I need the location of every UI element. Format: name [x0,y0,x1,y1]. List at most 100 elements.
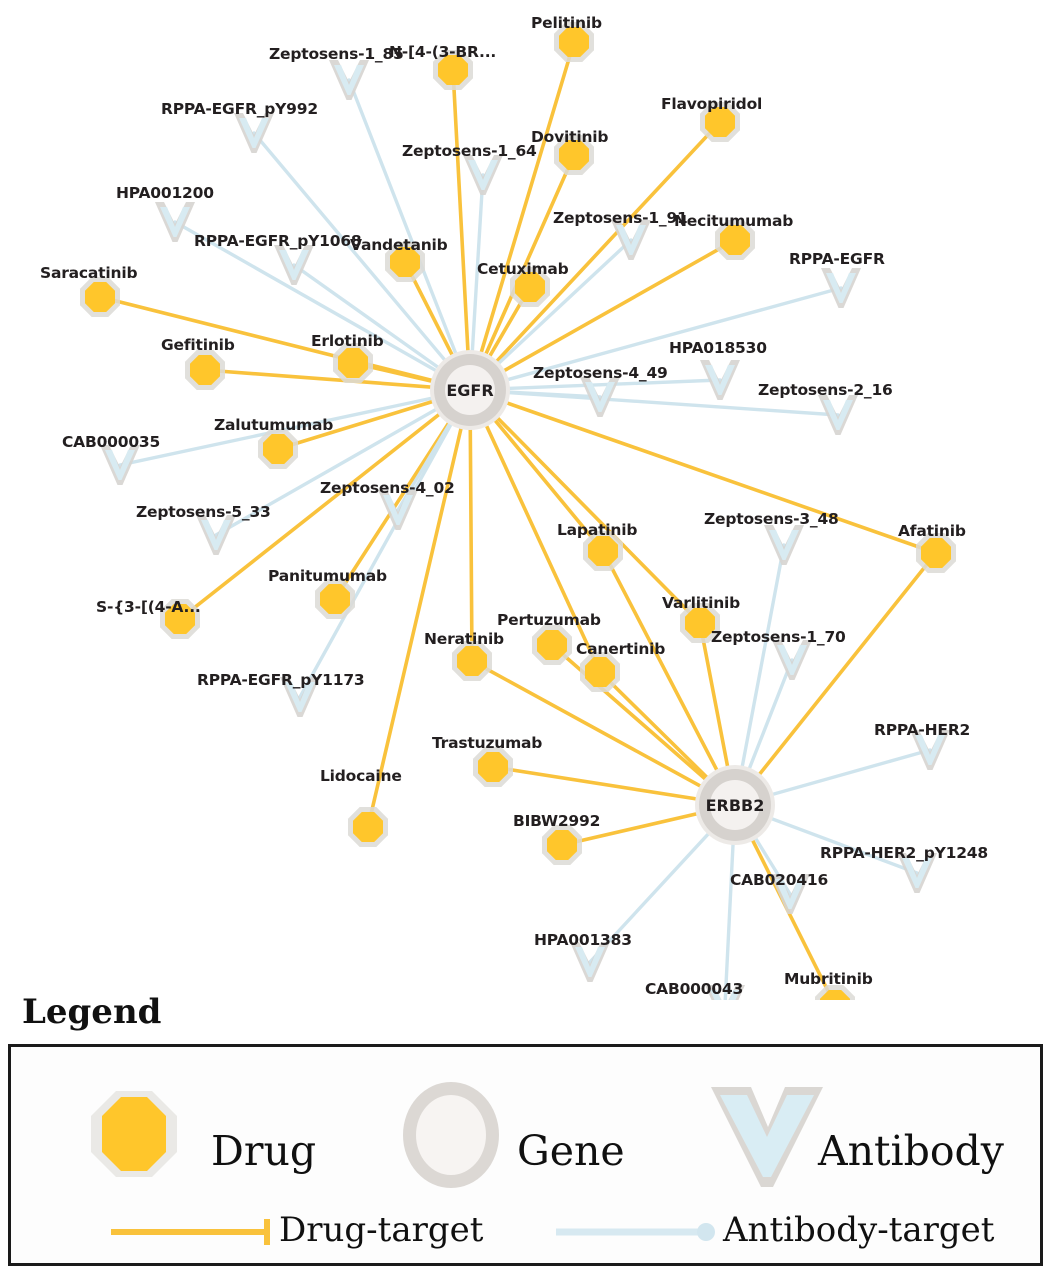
drug-node-shape [921,538,951,568]
antibody-node[interactable] [196,515,236,555]
drug-target-edge [468,416,474,663]
drug-node[interactable] [385,242,425,282]
antibody-node[interactable] [705,985,745,1000]
antibody-node[interactable] [910,730,950,770]
gene-node[interactable] [695,765,775,845]
antibody-node-shape [239,118,269,148]
drug-node-label: Pelitinib [531,14,602,32]
drug-node-label: Varlitinib [662,594,741,612]
antibody-node-shape [769,530,799,560]
drug-node-label: Flavopiridol [661,95,763,113]
drug-node-shape [547,830,577,860]
antibody-target-edge [496,390,840,417]
drug-node[interactable] [185,350,225,390]
drug-node[interactable] [542,825,582,865]
drug-node[interactable] [680,603,720,643]
antibody-node-label: Zeptosens-2_16 [758,381,893,399]
drug-node[interactable] [815,985,855,1000]
antibody-node[interactable] [378,490,418,530]
drug-node[interactable] [554,135,594,175]
antibody-node[interactable] [155,202,195,242]
antibody-node-shape [334,65,364,95]
antibody-node[interactable] [463,155,503,195]
drug-node[interactable] [554,22,594,62]
drug-node[interactable] [160,599,200,639]
drug-target-edge [494,397,938,555]
antibody-node[interactable] [818,395,858,435]
drug-node-shape [478,752,508,782]
antibody-node-label: RPPA-EGFR [789,250,885,268]
drug-target-edge [487,408,702,625]
drug-node[interactable] [580,652,620,692]
drug-node-label: Pertuzumab [497,611,601,629]
antibody-node[interactable] [570,942,610,982]
antibody-node[interactable] [100,445,140,485]
antibody-node-shape [616,225,646,255]
antibody-node[interactable] [772,640,812,680]
drug-node-shape [559,27,589,57]
drug-node-shape [390,247,420,277]
drug-target-edge [470,659,713,794]
drug-node[interactable] [258,429,298,469]
drug-node-label: Gefitinib [161,336,235,354]
drug-node-shape [585,657,615,687]
antibody-node[interactable] [821,268,861,308]
antibody-node[interactable] [770,874,810,914]
drug-target-edge [486,409,605,553]
gene-node[interactable] [430,350,510,430]
drug-node-shape [320,584,350,614]
drug-node[interactable] [700,102,740,142]
drug-target-edge [451,68,471,364]
antibody-node-label: HPA001383 [534,931,632,949]
antibody-target-edge [743,658,794,781]
legend-drug-label: Drug [211,1127,317,1175]
legend-gene-icon [403,1082,499,1188]
drug-node[interactable] [452,641,492,681]
drug-node[interactable] [315,579,355,619]
drug-node[interactable] [333,343,373,383]
antibody-node-label: RPPA-EGFR_pY1173 [197,671,365,689]
drug-node-shape [559,140,589,170]
drug-node-shape [190,355,220,385]
antibody-node[interactable] [611,220,651,260]
antibody-target-edge [298,412,459,699]
drug-node-shape [457,646,487,676]
drug-node-label: Saracatinib [40,264,138,282]
drug-target-edge [745,828,835,1000]
antibody-node[interactable] [580,377,620,417]
antibody-node-label: HPA001200 [116,184,214,202]
drug-node-shape [537,630,567,660]
antibody-node[interactable] [274,245,314,285]
antibody-node[interactable] [329,60,369,100]
drug-node[interactable] [433,50,473,90]
drug-node[interactable] [715,220,755,260]
antibody-node[interactable] [897,853,937,893]
antibody-node-label: RPPA-HER2_pY1248 [820,844,988,862]
antibody-node[interactable] [764,525,804,565]
antibody-node[interactable] [700,360,740,400]
drug-node[interactable] [473,747,513,787]
antibody-node-shape [575,947,605,977]
drug-node[interactable] [348,807,388,847]
drug-node[interactable] [916,533,956,573]
antibody-node-shape [915,735,945,765]
antibody-node[interactable] [234,113,274,153]
drug-node-label: Lapatinib [557,521,638,539]
antibody-node-label: RPPA-EGFR_pY1068 [194,232,362,250]
drug-node-label: Necitumumab [674,212,794,230]
antibody-node-label: Zeptosens-4_02 [320,479,455,497]
antibody-node-label: Zeptosens-1_64 [402,142,537,160]
drug-node[interactable] [532,625,572,665]
drug-target-edge [750,551,938,785]
antibody-node-label: Zeptosens-1_85 [269,45,404,63]
antibody-node-label: HPA018530 [669,339,767,357]
antibody-node-shape [775,879,805,909]
antibody-node[interactable] [280,677,320,717]
drug-node[interactable] [80,277,120,317]
antibody-node-shape [201,520,231,550]
antibody-target-edge [173,220,448,378]
drug-node[interactable] [583,531,623,571]
legend-antibody-target-label: Antibody-target [723,1210,995,1250]
drug-node[interactable] [510,267,550,307]
drug-node-label: Canertinib [576,640,666,658]
